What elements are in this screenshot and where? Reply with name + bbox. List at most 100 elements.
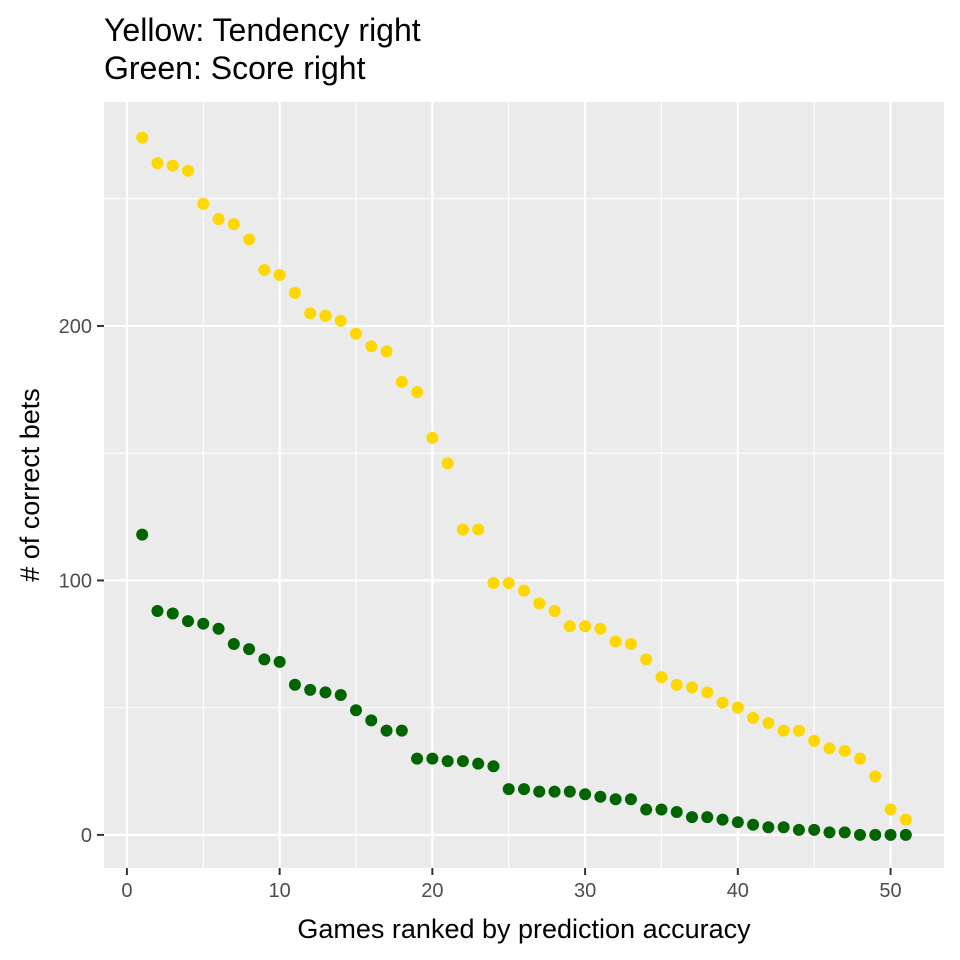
series-0-point-17	[380, 345, 393, 358]
series-1-point-29	[563, 785, 576, 798]
series-1-point-11	[288, 678, 301, 691]
series-1-point-1	[136, 528, 149, 541]
series-1-point-3	[166, 607, 179, 620]
series-0-point-16	[365, 340, 378, 353]
x-axis-title: Games ranked by prediction accuracy	[297, 914, 751, 944]
series-0-point-2	[151, 157, 164, 170]
series-1-point-34	[640, 803, 653, 816]
series-0-point-26	[518, 584, 530, 597]
series-1-point-26	[518, 783, 530, 796]
series-0-point-44	[792, 724, 805, 737]
plot-panel	[104, 102, 944, 868]
series-0-point-34	[640, 653, 653, 666]
series-1-point-40	[731, 816, 744, 829]
series-1-point-43	[777, 821, 790, 834]
series-0-point-50	[884, 803, 897, 816]
chart-title-line-1: Yellow: Tendency right	[104, 12, 421, 48]
series-1-point-38	[701, 811, 714, 824]
series-0-point-9	[258, 263, 271, 276]
series-1-point-17	[380, 724, 393, 737]
series-1-point-6	[212, 622, 225, 635]
series-0-point-18	[395, 375, 408, 388]
series-1-point-15	[350, 704, 362, 717]
series-0-point-47	[838, 744, 851, 757]
series-0-point-32	[609, 635, 622, 648]
series-1-point-4	[182, 615, 194, 628]
series-0-point-25	[502, 576, 515, 589]
series-1-point-48	[854, 828, 866, 841]
series-1-point-46	[823, 826, 836, 839]
series-0-point-15	[350, 327, 362, 340]
series-1-point-47	[838, 826, 851, 839]
series-1-point-20	[426, 752, 439, 765]
y-tick-label: 0	[81, 825, 92, 847]
x-tick-label: 30	[574, 880, 596, 902]
x-tick-label: 50	[879, 880, 901, 902]
series-1-point-33	[624, 793, 637, 806]
series-0-point-12	[304, 307, 317, 320]
series-0-point-27	[533, 597, 546, 610]
x-axis: 0 10 20 30 40 50	[121, 868, 902, 902]
series-0-point-49	[869, 770, 882, 783]
series-1-point-19	[411, 752, 424, 765]
series-1-point-28	[548, 785, 561, 798]
series-0-point-33	[624, 638, 637, 651]
series-0-point-37	[686, 681, 698, 694]
x-tick-label: 10	[269, 880, 291, 902]
series-0-point-13	[319, 309, 332, 322]
series-1-point-22	[456, 755, 469, 768]
series-1-point-5	[197, 617, 210, 630]
series-1-point-24	[487, 760, 500, 773]
series-0-point-1	[136, 131, 149, 144]
y-axis: 0 100 200	[59, 316, 104, 847]
series-0-point-10	[273, 269, 286, 282]
series-0-point-22	[456, 523, 469, 536]
series-0-point-29	[563, 620, 576, 633]
series-1-point-45	[808, 823, 821, 836]
series-0-point-43	[777, 724, 790, 737]
series-1-point-2	[151, 604, 164, 617]
series-0-point-42	[762, 716, 775, 729]
series-0-point-35	[655, 671, 668, 684]
series-0-point-36	[670, 678, 683, 691]
series-1-point-31	[594, 790, 607, 803]
series-1-point-16	[365, 714, 378, 727]
y-tick-label: 100	[59, 570, 92, 592]
series-0-point-30	[579, 620, 592, 633]
series-1-point-13	[319, 686, 332, 699]
series-0-point-23	[472, 523, 485, 536]
series-0-point-28	[548, 604, 561, 617]
series-1-point-7	[227, 638, 240, 651]
series-0-point-48	[854, 752, 866, 765]
series-0-point-7	[227, 218, 240, 231]
series-1-point-41	[747, 818, 760, 831]
grid-minor	[104, 102, 944, 868]
series-0-point-3	[166, 159, 179, 172]
series-1-point-18	[395, 724, 408, 737]
series-1-point-35	[655, 803, 668, 816]
y-axis-title: # of correct bets	[15, 388, 45, 582]
y-tick-label: 200	[59, 316, 92, 338]
series-1-point-30	[579, 788, 592, 801]
series-1-point-44	[792, 823, 805, 836]
series-0-point-6	[212, 213, 225, 226]
series-0-point-41	[747, 711, 760, 724]
series-0-point-39	[716, 696, 729, 709]
series-0-point-40	[731, 701, 744, 714]
series-1-point-51	[899, 828, 912, 841]
series-0-point-21	[441, 457, 454, 470]
series-1-point-39	[716, 813, 729, 826]
series-1-point-42	[762, 821, 775, 834]
series-0-point-51	[899, 813, 912, 826]
series-1-point-8	[243, 643, 256, 656]
x-tick-label: 40	[727, 880, 749, 902]
data-points	[136, 131, 912, 841]
series-1-point-25	[502, 783, 515, 796]
series-1-point-50	[884, 828, 897, 841]
series-0-point-20	[426, 431, 439, 444]
series-1-point-12	[304, 683, 317, 696]
series-1-point-37	[686, 811, 698, 824]
series-1-point-21	[441, 755, 454, 768]
x-tick-label: 0	[121, 880, 132, 902]
